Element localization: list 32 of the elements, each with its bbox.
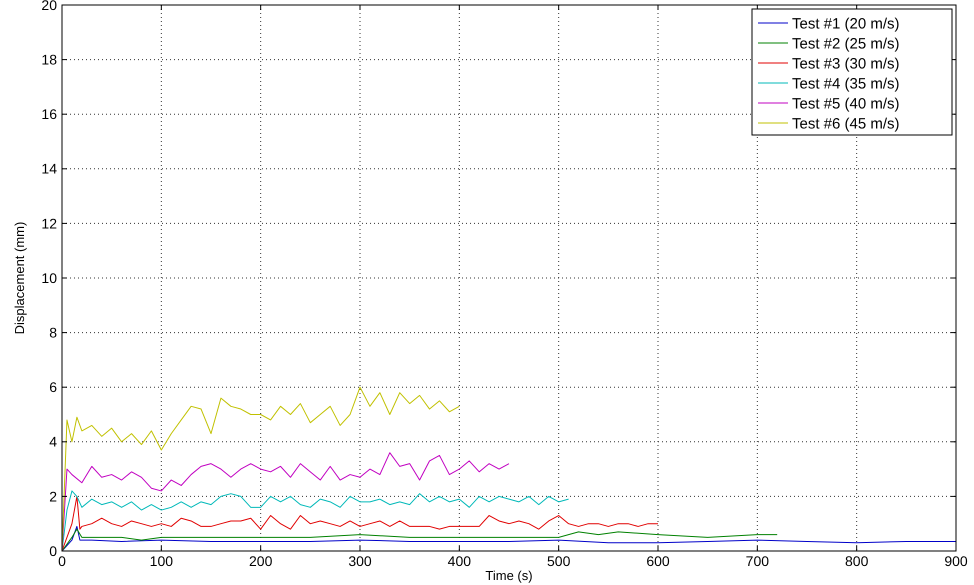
y-tick-label: 20	[41, 0, 58, 13]
x-tick-label: 400	[448, 553, 472, 569]
y-tick-label: 10	[41, 270, 58, 286]
y-tick-label: 18	[41, 52, 58, 68]
x-tick-label: 700	[746, 553, 770, 569]
y-tick-label: 6	[49, 379, 58, 396]
y-tick-label: 4	[49, 434, 58, 450]
x-tick-label: 800	[844, 553, 869, 569]
legend-label: Test #2 (25 m/s)	[792, 35, 900, 52]
y-axis-title: Displacement (mm)	[12, 222, 27, 334]
line-series	[62, 526, 956, 552]
x-tick-label: 500	[546, 553, 571, 569]
line-series	[62, 490, 570, 552]
x-tick-label: 200	[248, 553, 273, 569]
x-tick-label: 100	[150, 553, 174, 569]
legend-label: Test #6 (45 m/s)	[792, 115, 900, 132]
y-tick-label: 12	[41, 215, 58, 232]
line-series	[62, 528, 778, 552]
x-tick-label: 300	[348, 553, 372, 569]
legend-label: Test #4 (35 m/s)	[792, 75, 900, 92]
legend-label: Test #3 (30 m/s)	[792, 55, 900, 72]
y-tick-label: 0	[49, 542, 58, 559]
x-tick-label: 600	[646, 553, 670, 569]
line-series	[62, 496, 658, 552]
legend-label: Test #5 (40 m/s)	[792, 95, 900, 112]
y-tick-label: 14	[41, 160, 58, 177]
legend-label: Test #1 (20 m/s)	[792, 15, 900, 32]
x-axis-title: Time (s)	[485, 568, 533, 583]
x-tick-label: 900	[944, 553, 968, 569]
y-tick-label: 8	[49, 324, 58, 340]
y-tick-label: 16	[41, 106, 58, 122]
y-tick-label: 2	[49, 488, 58, 504]
